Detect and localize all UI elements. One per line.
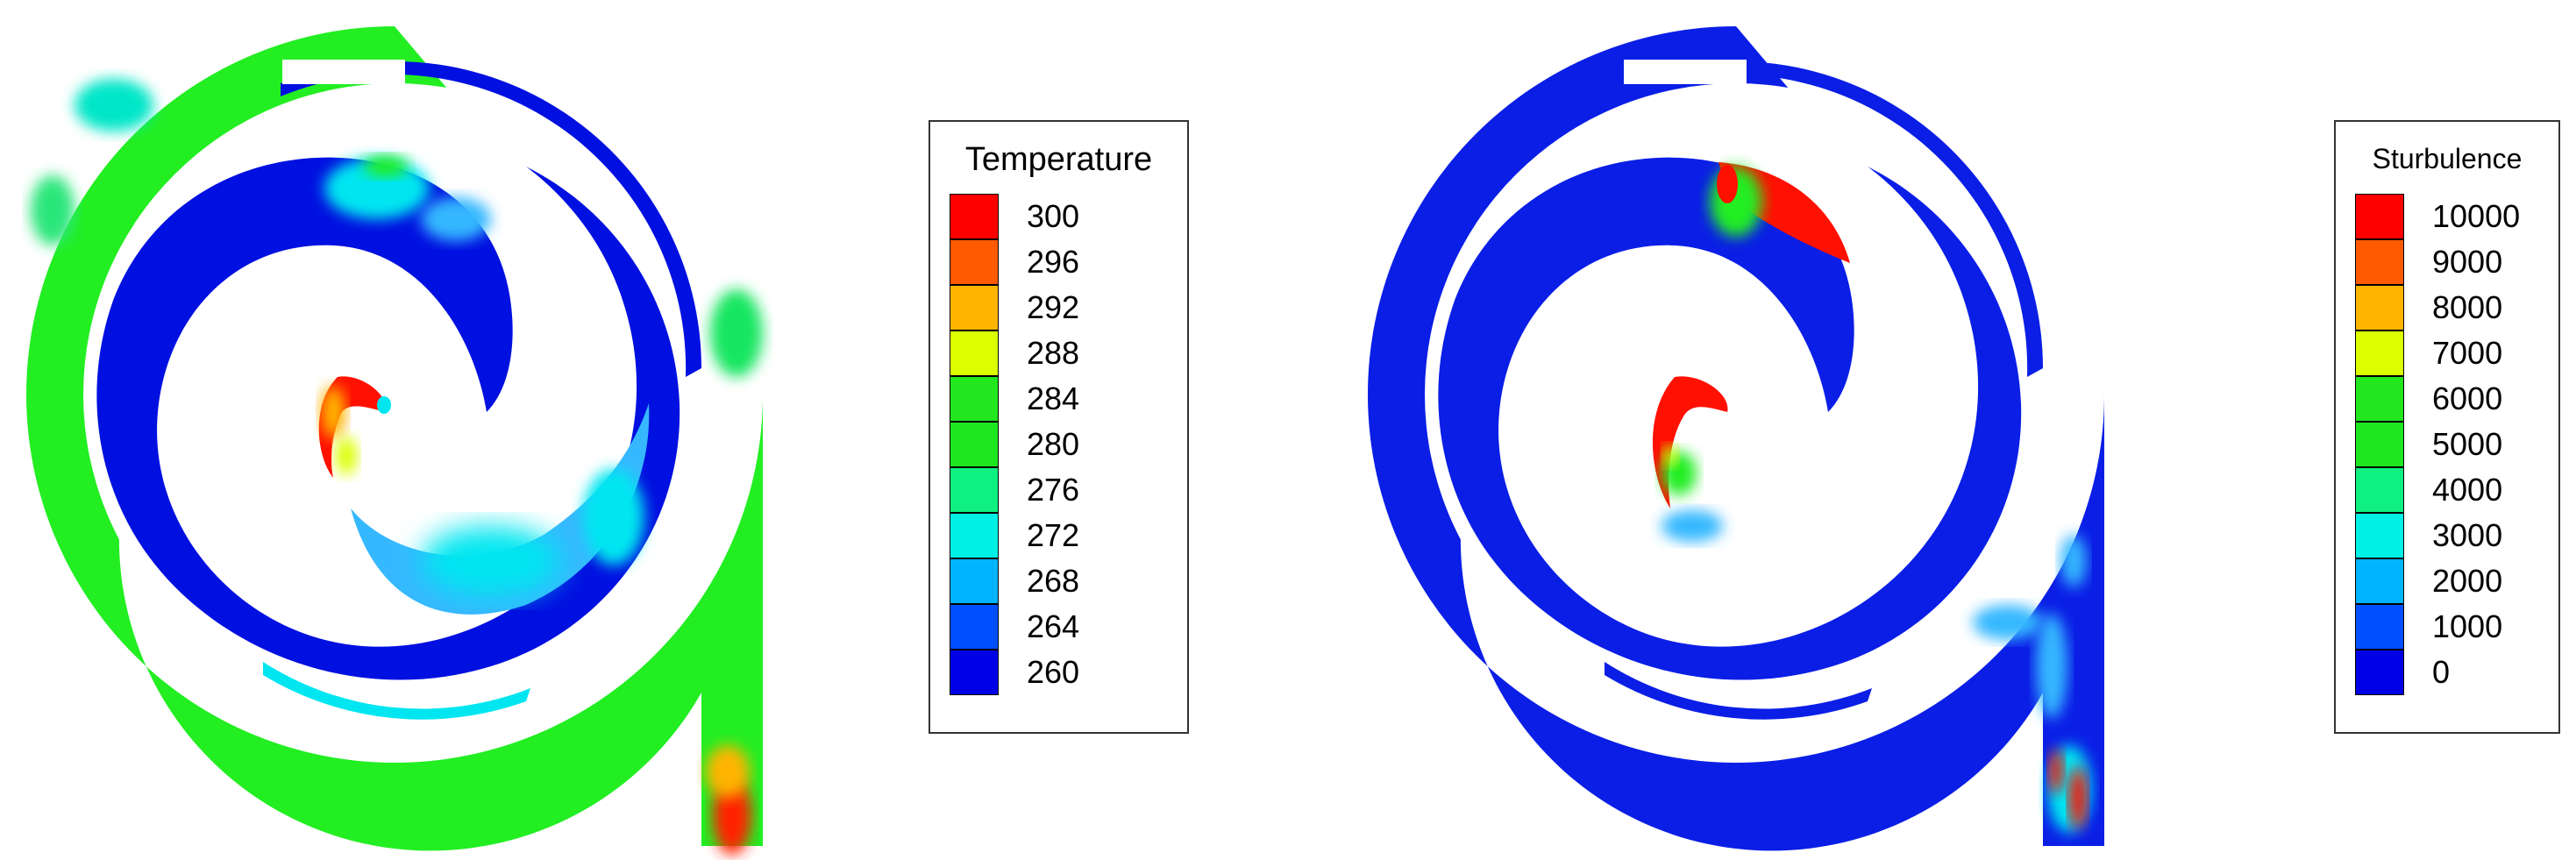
legend-tick-label: 260	[1027, 654, 1080, 690]
legend-swatch	[2355, 376, 2404, 422]
legend-swatch	[2355, 330, 2404, 376]
legend-tick-label: 7000	[2432, 335, 2503, 371]
legend-tick-label: 8000	[2432, 289, 2503, 325]
legend-tick-label: 10000	[2432, 198, 2521, 234]
temperature-legend: Temperature 300 296 292 288 284 280 276 272 268 2…	[929, 120, 1189, 734]
legend-tick-label: 292	[1027, 289, 1080, 325]
legend-tick-label: 264	[1027, 608, 1080, 644]
legend-swatch	[2355, 239, 2404, 285]
legend-tick-label: 296	[1027, 244, 1080, 280]
legend-tick-label: 3000	[2432, 517, 2503, 553]
legend-tick-label: 284	[1027, 380, 1080, 416]
legend-swatch	[950, 376, 999, 422]
legend-swatch	[2355, 558, 2404, 604]
legend-title: Temperature	[964, 141, 1153, 178]
legend-tick-label: 280	[1027, 426, 1080, 462]
legend-swatch	[950, 239, 999, 285]
legend-tick-label: 288	[1027, 335, 1080, 371]
legend-swatch	[950, 330, 999, 376]
inner-spiral	[1425, 60, 2047, 720]
turbulence-contour-plot	[1368, 26, 2104, 851]
sturbulence-legend: Sturbulence 10000 9000 8000 7000 6000 5000 400…	[2334, 120, 2560, 734]
legend-swatch	[950, 650, 999, 695]
volute-ring	[1368, 26, 2104, 851]
volute-ring	[26, 26, 763, 855]
legend-tick-label: 268	[1027, 563, 1080, 599]
legend-tick-label: 300	[1027, 198, 1080, 234]
legend-swatch	[950, 558, 999, 604]
legend-swatch	[2355, 285, 2404, 330]
legend-swatch	[950, 422, 999, 467]
legend-swatch	[2355, 604, 2404, 650]
legend-tick-label: 5000	[2432, 426, 2503, 462]
legend-swatch	[950, 604, 999, 650]
legend-swatch	[950, 513, 999, 558]
legend-tick-label: 6000	[2432, 380, 2503, 416]
legend-tick-label: 1000	[2432, 608, 2503, 644]
inner-spiral	[83, 60, 706, 720]
legend-swatch	[950, 285, 999, 330]
legend-swatch	[2355, 194, 2404, 239]
legend-swatch	[2355, 513, 2404, 558]
legend-swatch	[2355, 467, 2404, 513]
temperature-contour-plot	[26, 26, 763, 855]
legend-swatch	[2355, 422, 2404, 467]
legend-swatch	[950, 467, 999, 513]
legend-tick-label: 4000	[2432, 472, 2503, 508]
legend-swatch	[2355, 650, 2404, 695]
legend-tick-label: 2000	[2432, 563, 2503, 599]
legend-tick-label: 0	[2432, 654, 2451, 690]
legend-swatch	[950, 194, 999, 239]
legend-tick-label: 272	[1027, 517, 1080, 553]
legend-tick-label: 9000	[2432, 244, 2503, 280]
legend-title: Sturbulence	[2372, 143, 2523, 174]
legend-tick-label: 276	[1027, 472, 1080, 508]
